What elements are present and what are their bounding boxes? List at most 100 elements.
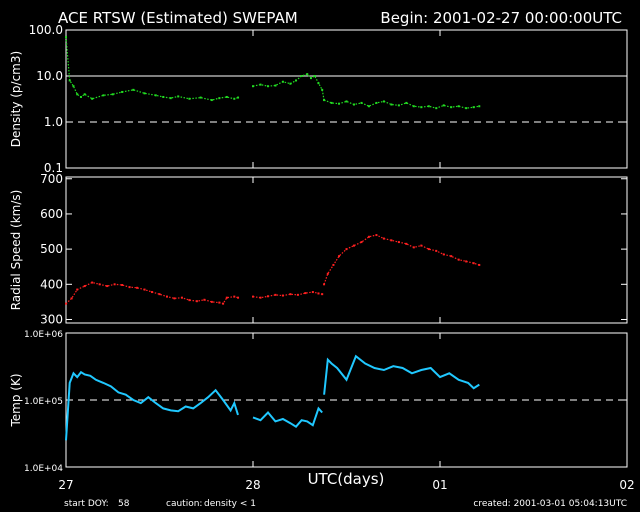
speed-point-0-1: [70, 297, 73, 300]
density-point-1-10: [313, 75, 316, 77]
speed-point-0-7: [113, 283, 116, 286]
density-ytick-label-3: 0.1: [44, 161, 63, 175]
speed-point-2-22: [478, 263, 481, 266]
speed-point-1-6: [296, 293, 299, 296]
speed-point-0-6: [106, 285, 109, 288]
start-doy-label: start DOY:: [64, 499, 109, 509]
temp-panel: 1.0E+06 1.0E+05 1.0E+04 Temp (K): [9, 330, 628, 474]
density-point-2-5: [360, 101, 363, 104]
speed-point-2-12: [405, 242, 408, 245]
temp-ytick-label-1: 1.0E+05: [24, 397, 63, 407]
speed-point-1-0: [252, 295, 254, 298]
density-point-2-1: [330, 101, 333, 104]
speed-trace-2: [323, 234, 480, 285]
speed-point-0-20: [210, 300, 213, 303]
density-frame: [65, 29, 628, 169]
density-point-0-17: [199, 96, 202, 99]
density-point-2-0: [323, 99, 326, 102]
speed-point-2-9: [382, 237, 385, 240]
density-point-2-12: [412, 105, 415, 108]
speed-point-0-21: [218, 301, 221, 304]
density-point-0-3: [76, 93, 79, 96]
density-point-2-7: [375, 101, 378, 104]
density-point-2-6: [367, 105, 370, 108]
speed-point-0-23: [225, 296, 228, 299]
density-point-1-0: [252, 85, 254, 88]
speed-ytick-label-1: 600: [40, 207, 63, 221]
density-point-2-19: [465, 107, 468, 110]
density-point-2-3: [345, 100, 348, 103]
caution-label: caution:: [166, 499, 202, 509]
speed-point-2-13: [412, 246, 415, 249]
density-point-1-2: [266, 85, 269, 88]
x-tick-label-2: 01: [432, 478, 447, 492]
speed-point-2-2: [332, 263, 335, 266]
x-tick-label-0: 27: [58, 478, 73, 492]
density-point-0-8: [111, 93, 114, 96]
density-point-1-7: [300, 75, 303, 77]
density-point-2-14: [427, 105, 430, 108]
speed-point-0-22: [222, 302, 225, 305]
density-point-1-5: [289, 82, 292, 85]
speed-point-2-4: [345, 248, 348, 251]
density-point-2-15: [435, 107, 438, 110]
speed-axis-label: Radial Speed (km/s): [9, 190, 23, 311]
density-axis-label: Density (p/cm3): [9, 51, 23, 147]
density-point-0-7: [102, 94, 105, 97]
density-point-2-10: [397, 104, 400, 107]
density-trace-1: [252, 73, 325, 101]
density-point-1-1: [259, 83, 262, 86]
speed-point-0-14: [165, 295, 168, 298]
density-ytick-label-2: 1.0: [44, 115, 63, 129]
temp-ytick-label-0: 1.0E+06: [24, 330, 63, 340]
speed-point-2-3: [338, 255, 341, 258]
density-point-0-13: [162, 95, 165, 98]
density-point-2-9: [390, 103, 393, 106]
created-time: created: 2001-03-01 05:04:13UTC: [473, 499, 627, 509]
density-point-1-4: [281, 80, 284, 83]
speed-point-2-7: [367, 235, 370, 238]
x-tick-label-3: 02: [619, 478, 634, 492]
speed-point-0-0: [65, 302, 67, 305]
speed-trace-0: [65, 281, 239, 305]
density-trace-2: [323, 99, 480, 109]
caution-text: density < 1: [204, 499, 256, 509]
density-point-1-8: [306, 73, 309, 76]
speed-point-1-1: [259, 296, 262, 299]
temp-trace-2: [323, 354, 480, 395]
speed-frame: [65, 176, 628, 324]
density-point-1-11: [317, 82, 320, 85]
speed-point-0-19: [203, 298, 206, 301]
density-point-2-21: [478, 105, 481, 108]
density-point-0-20: [225, 95, 228, 98]
speed-trace-1: [252, 291, 323, 299]
density-point-2-2: [338, 102, 341, 105]
speed-point-2-17: [442, 253, 445, 256]
speed-point-0-17: [188, 299, 191, 302]
speed-panel: 700 600 500 400 300 Radial Speed (km/s): [9, 172, 628, 326]
speed-point-0-16: [180, 296, 183, 299]
speed-point-0-8: [121, 284, 124, 287]
speed-point-2-0: [323, 283, 326, 286]
speed-point-2-18: [450, 255, 453, 258]
density-point-0-22: [237, 96, 240, 99]
density-ytick-label-1: 10.0: [36, 69, 63, 83]
density-point-2-13: [420, 106, 423, 109]
speed-ytick-label-3: 400: [40, 277, 63, 291]
speed-point-2-10: [390, 239, 393, 242]
density-point-0-12: [154, 94, 157, 97]
start-doy-value: 58: [118, 499, 130, 509]
speed-point-0-13: [158, 293, 161, 296]
speed-point-0-15: [173, 297, 176, 300]
plot-title: ACE RTSW (Estimated) SWEPAM: [58, 9, 298, 27]
density-point-2-17: [450, 106, 453, 109]
speed-point-2-14: [420, 244, 423, 247]
density-point-1-12: [321, 88, 324, 91]
density-ytick-label-0: 100.0: [29, 23, 63, 37]
speed-point-1-5: [289, 293, 292, 296]
speed-point-1-8: [311, 291, 314, 294]
speed-ytick-label-4: 300: [40, 312, 63, 326]
x-tick-label-1: 28: [245, 478, 260, 492]
speed-point-1-2: [266, 295, 269, 298]
